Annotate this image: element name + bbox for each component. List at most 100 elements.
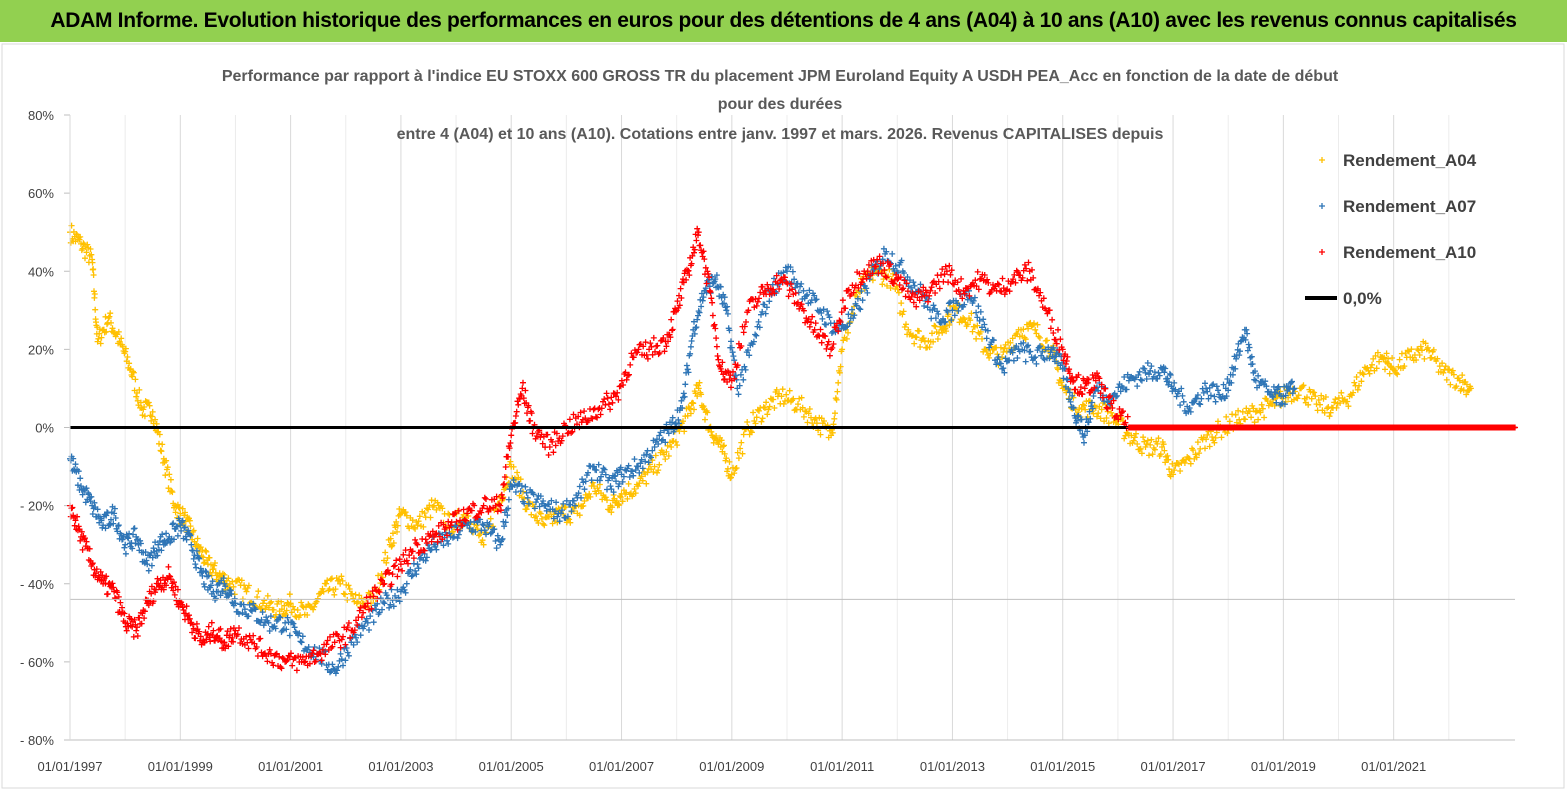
data-point	[296, 630, 303, 637]
data-point	[1146, 452, 1152, 459]
data-point	[581, 498, 588, 504]
data-point	[765, 406, 772, 413]
data-point	[370, 619, 377, 626]
data-point	[414, 561, 421, 568]
data-point	[638, 473, 645, 480]
data-point	[1463, 381, 1470, 388]
x-tick-label: 01/01/2015	[1030, 759, 1095, 774]
data-point	[1031, 320, 1037, 327]
data-point	[1154, 440, 1161, 447]
data-point	[507, 458, 514, 465]
data-point	[792, 290, 799, 297]
data-point	[1169, 388, 1176, 395]
data-point	[1354, 386, 1361, 393]
data-point	[922, 297, 929, 304]
data-point	[181, 512, 188, 519]
data-point	[212, 637, 218, 644]
data-point	[108, 319, 114, 326]
data-point	[1094, 370, 1100, 377]
data-point	[111, 595, 118, 601]
data-point	[111, 505, 118, 512]
data-point	[1029, 266, 1035, 273]
data-point	[817, 307, 824, 314]
data-point	[522, 483, 529, 490]
data-point	[216, 635, 223, 642]
data-point	[811, 326, 818, 333]
data-point	[586, 490, 593, 497]
data-point	[494, 508, 501, 515]
data-point	[230, 583, 237, 590]
data-point	[1443, 376, 1450, 383]
data-point	[1179, 392, 1186, 399]
data-point	[706, 287, 713, 294]
data-point	[1157, 451, 1164, 458]
data-point	[183, 536, 190, 543]
data-point	[138, 620, 145, 627]
data-point	[329, 643, 336, 650]
data-point	[976, 317, 983, 324]
data-point	[535, 520, 542, 526]
data-point	[1143, 441, 1150, 447]
data-point	[89, 561, 96, 568]
data-point	[1077, 384, 1084, 391]
data-point	[862, 271, 869, 278]
data-point	[1442, 363, 1449, 370]
data-point	[414, 522, 421, 529]
data-point	[361, 623, 368, 630]
data-point	[731, 375, 738, 382]
data-point	[204, 630, 211, 637]
data-point	[581, 408, 588, 415]
data-point	[334, 667, 341, 674]
data-point	[122, 550, 129, 557]
data-point	[1450, 371, 1457, 378]
data-point	[835, 379, 842, 386]
data-point	[277, 614, 284, 621]
data-point	[548, 497, 555, 504]
data-point	[180, 607, 187, 613]
data-point	[713, 335, 720, 342]
data-point	[250, 600, 257, 607]
data-point	[1036, 334, 1043, 341]
x-tick-label: 01/01/1999	[148, 759, 213, 774]
data-point	[1143, 376, 1150, 382]
data-point	[375, 588, 382, 595]
data-point	[680, 418, 686, 425]
data-point	[1171, 467, 1178, 474]
data-point	[1372, 352, 1379, 359]
data-point	[292, 613, 299, 620]
data-point	[1075, 371, 1082, 378]
data-point	[636, 469, 643, 476]
data-point	[708, 428, 715, 435]
data-point	[785, 293, 792, 300]
data-point	[116, 338, 123, 345]
data-point	[187, 532, 194, 539]
legend-marker-a07	[1319, 203, 1325, 209]
data-point	[740, 431, 747, 438]
data-point	[1223, 413, 1230, 420]
data-point	[288, 650, 294, 657]
data-point	[581, 486, 588, 493]
data-point	[702, 264, 709, 271]
data-point	[987, 350, 994, 357]
data-point	[1426, 347, 1433, 354]
data-point	[297, 638, 304, 645]
data-point	[842, 305, 849, 312]
data-point	[510, 463, 517, 470]
data-point	[700, 294, 707, 301]
data-point	[1359, 370, 1366, 377]
data-point	[1439, 360, 1446, 367]
data-point	[1085, 376, 1092, 383]
data-point	[620, 473, 627, 480]
data-point	[137, 399, 144, 406]
data-point	[622, 369, 629, 376]
data-point	[362, 603, 369, 610]
y-tick-label: - 40%	[20, 577, 54, 592]
data-point	[1218, 434, 1225, 441]
data-point	[304, 612, 311, 618]
data-point	[680, 390, 687, 397]
data-point	[493, 545, 500, 552]
data-point	[122, 348, 129, 355]
data-point	[299, 603, 306, 610]
data-point	[337, 650, 344, 657]
data-point	[480, 502, 487, 509]
